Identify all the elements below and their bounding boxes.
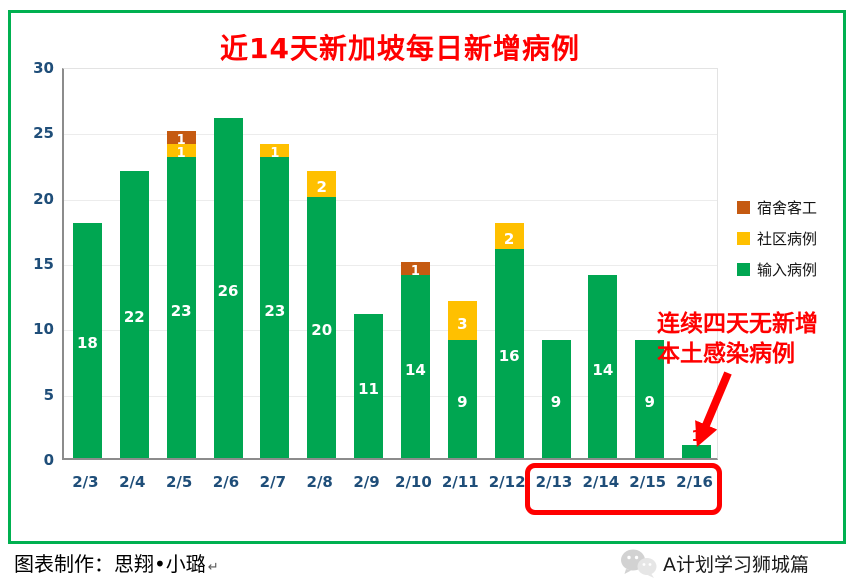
gridline	[64, 199, 717, 201]
bar-segment	[119, 170, 149, 458]
x-tick-label: 2/13	[535, 473, 573, 491]
plot-area: 18 22 23 1 1 26 23 1 20 2 11 14 1 9 3 16 2 9 14 9 1	[62, 68, 718, 460]
legend: 宿舍客工社区病例输入病例	[737, 197, 817, 290]
bar-segment	[447, 340, 477, 458]
gridline	[64, 330, 717, 332]
wechat-logo-icon	[621, 549, 657, 578]
bar-value-label: 9	[550, 393, 562, 412]
annotation-line-2: 本土感染病例	[657, 341, 795, 367]
bar-segment	[213, 118, 243, 458]
brand-text: A计划学习狮城篇	[663, 553, 809, 576]
x-tick-label: 2/6	[212, 473, 240, 491]
x-tick-label: 2/5	[165, 473, 193, 491]
legend-item: 输入病例	[737, 259, 817, 280]
bar-segment	[635, 340, 665, 458]
annotation-arrow-icon	[695, 371, 732, 447]
bar-value-label: 22	[123, 308, 145, 327]
bar-value-label: 23	[264, 301, 286, 320]
bar-value-label: 1	[176, 132, 186, 148]
legend-label: 输入病例	[757, 261, 818, 279]
x-tick-label: 2/3	[72, 473, 99, 491]
bar-value-label: 1	[176, 145, 186, 161]
brand: A计划学习狮城篇	[620, 548, 809, 578]
gridline	[64, 395, 717, 397]
bar-value-label: 2	[316, 177, 327, 196]
bar-value-label: 9	[457, 393, 468, 412]
bar-segment	[588, 275, 618, 458]
y-tick-label: 10	[33, 320, 54, 339]
bar-value-label: 1	[410, 263, 420, 279]
annotation-text: 连续四天无新增 本土感染病例	[657, 309, 818, 369]
chart-title: 近14天新加坡每日新增病例	[220, 32, 580, 65]
x-tick-label: 2/16	[676, 473, 713, 491]
bar-segment	[166, 131, 196, 145]
gridline	[64, 134, 717, 136]
x-tick-label: 2/12	[488, 473, 526, 491]
bar-segment	[494, 248, 524, 458]
gridline	[64, 265, 717, 266]
credit-text: 图表制作：思翔•小璐 ↵	[14, 548, 219, 577]
x-tick-label: 2/9	[353, 473, 380, 491]
legend-item: 宿舍客工	[737, 197, 817, 218]
bar-segment	[307, 196, 337, 458]
bar-value-label: 11	[358, 380, 379, 399]
legend-swatch	[737, 263, 750, 276]
bar-value-label: 1	[270, 145, 280, 161]
x-tick-label: 2/11	[441, 473, 479, 491]
bar-value-label: 14	[592, 360, 614, 379]
bar-value-label: 9	[644, 393, 655, 412]
bar-segment	[166, 157, 196, 458]
x-tick-label: 2/15	[629, 473, 667, 491]
y-tick-label: 20	[33, 189, 54, 208]
legend-swatch	[737, 201, 750, 214]
bar-segment	[354, 314, 384, 458]
x-tick-label: 2/10	[395, 473, 432, 491]
bar-value-label: 3	[457, 314, 468, 333]
x-tick-label: 2/4	[119, 473, 146, 491]
bar-value-label: 16	[498, 347, 520, 366]
bar-segment	[307, 170, 337, 197]
y-tick-label: 5	[43, 385, 54, 404]
x-tick-label: 2/7	[259, 473, 287, 491]
legend-label: 社区病例	[757, 230, 818, 248]
y-tick-label: 15	[33, 255, 54, 273]
bar-segment	[72, 222, 102, 458]
chart-frame	[8, 10, 846, 544]
bar-segment	[260, 144, 290, 158]
annotation-line-1: 连续四天无新增	[657, 311, 818, 337]
legend-label: 宿舍客工	[757, 199, 818, 217]
bar-segment	[447, 301, 477, 341]
bar-segment	[682, 444, 712, 458]
legend-swatch	[737, 232, 750, 245]
bar-value-label: 23	[170, 301, 192, 320]
y-tick-label: 25	[33, 124, 54, 143]
bar-value-label: 2	[503, 229, 515, 248]
bar-segment	[541, 340, 571, 458]
credit-label: 图表制作：思翔•小璐	[14, 552, 206, 576]
x-tick-label: 2/8	[306, 473, 333, 491]
bar-segment	[166, 144, 196, 158]
legend-item: 社区病例	[737, 228, 817, 249]
y-tick-label: 30	[33, 59, 54, 77]
bar-value-label: 26	[217, 282, 239, 301]
bar-segment	[400, 262, 430, 276]
bar-segment	[260, 157, 290, 458]
bar-value-label: 20	[311, 321, 333, 340]
return-mark: ↵	[207, 560, 219, 575]
bar-segment	[494, 222, 524, 249]
bar-segment	[400, 275, 430, 458]
highlight-box	[524, 463, 722, 515]
x-tick-label: 2/14	[582, 473, 620, 491]
bar-value-label: 14	[404, 360, 426, 379]
bar-value-label: 18	[76, 334, 98, 353]
y-tick-label: 0	[43, 451, 54, 469]
